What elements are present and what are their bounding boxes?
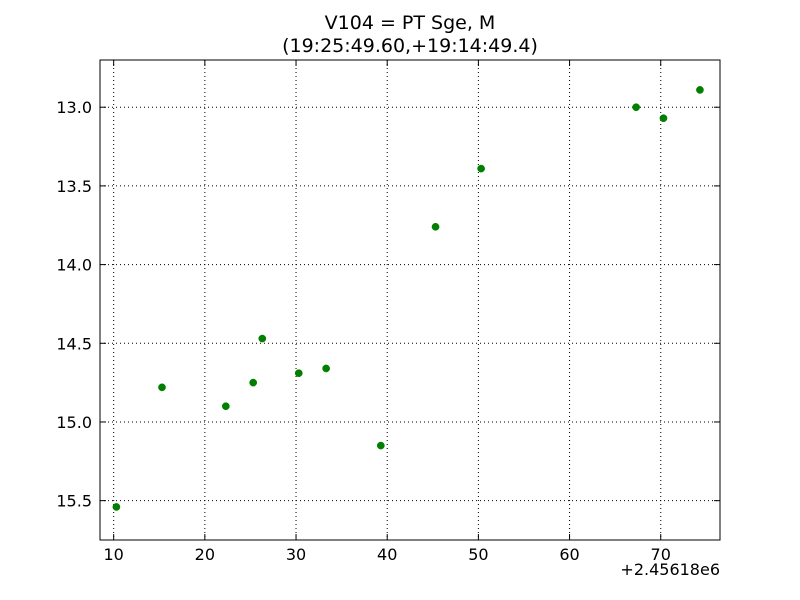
chart-title: V104 = PT Sge, M bbox=[325, 12, 496, 34]
x-tick-label: 20 bbox=[195, 545, 215, 564]
y-tick-label: 15.0 bbox=[56, 413, 92, 432]
x-tick-labels: 10 20 30 40 50 60 70 bbox=[103, 545, 670, 564]
data-point bbox=[376, 441, 385, 450]
x-tick-label: 40 bbox=[377, 545, 397, 564]
axes-frame bbox=[99, 59, 721, 541]
data-point bbox=[258, 334, 267, 343]
points-layer bbox=[112, 86, 704, 511]
data-point bbox=[431, 222, 440, 231]
data-point bbox=[249, 378, 258, 387]
x-offset-label: +2.45618e6 bbox=[620, 560, 720, 579]
y-tick-label: 13.0 bbox=[56, 98, 92, 117]
data-point bbox=[158, 383, 166, 392]
data-point bbox=[294, 369, 303, 378]
data-point bbox=[322, 364, 330, 373]
data-point bbox=[659, 114, 668, 123]
chart-subtitle: (19:25:49.60,+19:14:49.4) bbox=[282, 35, 538, 57]
y-tick-label: 13.5 bbox=[56, 177, 92, 196]
y-tick-label: 14.5 bbox=[56, 334, 92, 353]
y-tick-label: 14.0 bbox=[56, 256, 92, 275]
x-tick-label: 10 bbox=[103, 545, 123, 564]
grid-layer bbox=[100, 60, 720, 540]
data-point bbox=[632, 103, 640, 112]
data-point bbox=[112, 503, 121, 511]
data-point bbox=[221, 402, 230, 411]
x-tick-label: 70 bbox=[651, 545, 671, 564]
data-point bbox=[477, 164, 485, 173]
y-tick-labels: 13.0 13.5 14.0 14.5 15.0 15.5 bbox=[56, 98, 92, 510]
data-point bbox=[696, 86, 704, 94]
y-tick-label: 15.5 bbox=[56, 492, 92, 511]
tick-layer bbox=[100, 60, 720, 540]
x-tick-label: 50 bbox=[468, 545, 488, 564]
x-tick-label: 30 bbox=[286, 545, 306, 564]
x-tick-label: 60 bbox=[559, 545, 579, 564]
